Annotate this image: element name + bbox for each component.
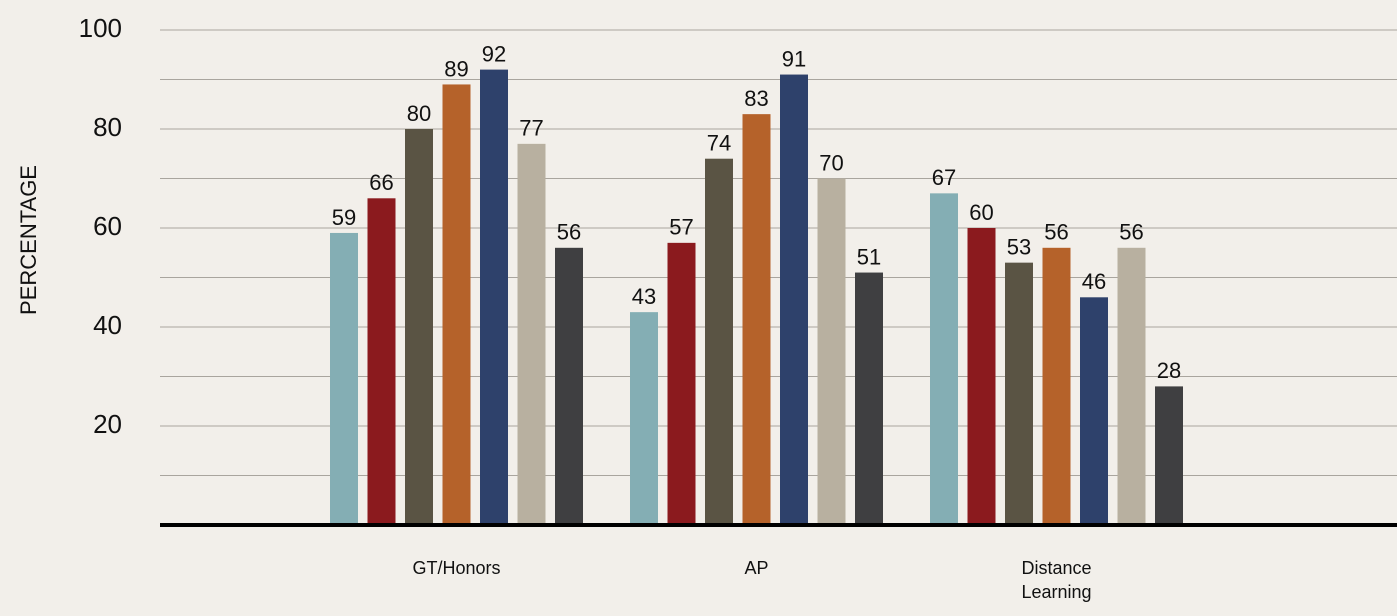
bar — [667, 242, 696, 525]
bar — [705, 158, 733, 525]
bar — [1005, 262, 1033, 525]
value-label: 77 — [519, 116, 543, 141]
bar — [367, 198, 396, 526]
value-label: 57 — [669, 215, 693, 240]
y-tick-label: 60 — [93, 211, 122, 241]
y-tick-label: 80 — [93, 112, 122, 142]
bar — [1155, 386, 1183, 525]
value-label: 92 — [482, 41, 506, 66]
value-label: 70 — [819, 150, 843, 175]
x-tick-label: GT/Honors — [412, 558, 501, 578]
bar — [555, 247, 583, 526]
y-axis-title: PERCENTAGE — [16, 165, 41, 315]
bar — [630, 312, 658, 525]
value-label: 59 — [332, 205, 356, 230]
value-label: 53 — [1007, 234, 1031, 259]
bar — [480, 69, 508, 525]
bar — [330, 232, 358, 525]
bar — [1080, 297, 1108, 525]
value-label: 89 — [444, 56, 468, 81]
value-label: 67 — [932, 165, 956, 190]
value-label: 91 — [782, 46, 806, 71]
value-label: 80 — [407, 101, 431, 126]
value-label: 46 — [1082, 269, 1106, 294]
value-label: 74 — [707, 131, 731, 156]
bar — [817, 178, 846, 525]
value-label: 56 — [1044, 220, 1068, 245]
bar — [855, 272, 883, 525]
value-label: 66 — [369, 170, 393, 195]
value-label: 83 — [744, 86, 768, 111]
value-label: 43 — [632, 284, 656, 309]
bar — [405, 129, 433, 525]
x-tick-label: Distance Learning — [1021, 558, 1092, 602]
value-label: 51 — [857, 244, 881, 269]
bar — [742, 114, 771, 526]
y-tick-label: 100 — [79, 13, 122, 43]
bar — [517, 143, 546, 525]
bar — [1042, 247, 1071, 526]
y-tick-label: 20 — [93, 409, 122, 439]
value-label: 56 — [557, 220, 581, 245]
y-tick-label: 40 — [93, 310, 122, 340]
value-label: 28 — [1157, 358, 1181, 383]
bar — [967, 228, 996, 525]
bar — [442, 84, 471, 525]
value-label: 56 — [1119, 220, 1143, 245]
bar — [1117, 247, 1146, 526]
x-tick-label: AP — [744, 558, 769, 578]
bar — [930, 193, 958, 525]
value-label: 60 — [969, 200, 993, 225]
bar — [780, 74, 808, 526]
